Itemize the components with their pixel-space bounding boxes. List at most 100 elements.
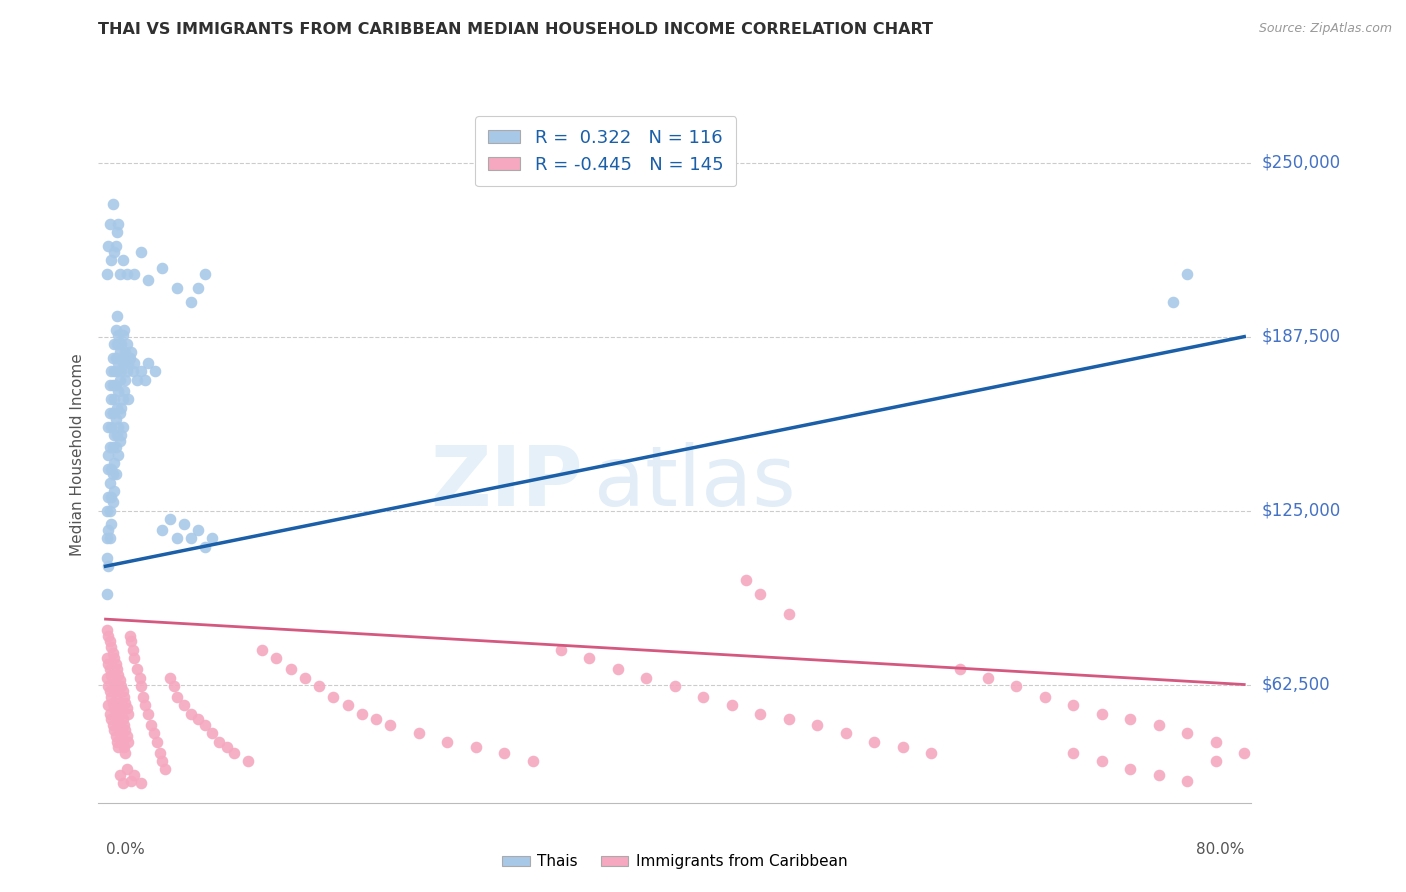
Point xyxy=(108,434,131,448)
Point xyxy=(1119,763,1142,777)
Point xyxy=(173,698,195,713)
Point xyxy=(96,503,118,517)
Point xyxy=(100,364,122,378)
Point xyxy=(115,364,138,378)
Point xyxy=(194,540,217,554)
Point xyxy=(122,768,145,782)
Point xyxy=(103,701,125,715)
Point xyxy=(280,662,302,676)
Point xyxy=(1175,773,1198,788)
Point xyxy=(129,679,152,693)
Point xyxy=(180,706,202,721)
Point xyxy=(101,495,124,509)
Point xyxy=(98,378,121,392)
Point xyxy=(103,484,125,499)
Point xyxy=(96,267,118,281)
Point xyxy=(1147,718,1170,732)
Point xyxy=(101,646,124,660)
Point xyxy=(187,523,209,537)
Point xyxy=(112,384,135,398)
Point xyxy=(194,718,217,732)
Point xyxy=(104,729,127,743)
Point xyxy=(115,336,138,351)
Point xyxy=(208,734,231,748)
Point xyxy=(98,406,121,420)
Point xyxy=(101,718,124,732)
Point xyxy=(97,420,120,434)
Legend: Thais, Immigrants from Caribbean: Thais, Immigrants from Caribbean xyxy=(496,848,853,875)
Point xyxy=(749,706,772,721)
Point xyxy=(107,718,129,732)
Point xyxy=(96,624,118,638)
Point xyxy=(105,690,128,704)
Point xyxy=(111,712,134,726)
Point xyxy=(136,272,159,286)
Point xyxy=(112,740,135,755)
Point xyxy=(104,467,127,482)
Point xyxy=(920,746,942,760)
Point xyxy=(120,345,142,359)
Point xyxy=(98,217,121,231)
Point xyxy=(120,634,142,648)
Point xyxy=(107,740,129,755)
Point xyxy=(104,440,127,454)
Point xyxy=(152,523,174,537)
Point xyxy=(104,684,127,698)
Point xyxy=(159,512,181,526)
Point xyxy=(187,281,209,295)
Point xyxy=(1119,712,1142,726)
Point xyxy=(118,629,141,643)
Point xyxy=(100,517,122,532)
Point xyxy=(128,671,150,685)
Point xyxy=(117,392,139,407)
Point xyxy=(100,420,122,434)
Point xyxy=(408,726,430,740)
Point xyxy=(110,336,132,351)
Point xyxy=(100,253,122,268)
Point xyxy=(103,428,125,442)
Point xyxy=(101,696,124,710)
Point xyxy=(117,356,139,370)
Point xyxy=(173,517,195,532)
Point xyxy=(194,267,217,281)
Point xyxy=(97,657,120,671)
Point xyxy=(117,706,139,721)
Point xyxy=(125,373,148,387)
Point xyxy=(115,729,138,743)
Point xyxy=(350,706,373,721)
Point xyxy=(115,701,138,715)
Point xyxy=(97,629,120,643)
Point xyxy=(108,267,131,281)
Point xyxy=(380,718,402,732)
Text: atlas: atlas xyxy=(595,442,796,524)
Point xyxy=(114,373,136,387)
Point xyxy=(1205,734,1227,748)
Point xyxy=(101,406,124,420)
Point xyxy=(104,351,127,365)
Point xyxy=(107,448,129,462)
Point xyxy=(166,532,188,546)
Point xyxy=(107,420,129,434)
Point xyxy=(107,384,129,398)
Point xyxy=(104,411,127,425)
Point xyxy=(107,356,129,370)
Point xyxy=(250,642,273,657)
Point xyxy=(155,763,177,777)
Point xyxy=(97,559,120,574)
Point xyxy=(1062,746,1084,760)
Point xyxy=(1161,294,1184,309)
Point xyxy=(110,364,132,378)
Point xyxy=(108,345,131,359)
Point xyxy=(105,225,128,239)
Text: THAI VS IMMIGRANTS FROM CARIBBEAN MEDIAN HOUSEHOLD INCOME CORRELATION CHART: THAI VS IMMIGRANTS FROM CARIBBEAN MEDIAN… xyxy=(98,22,934,37)
Point xyxy=(222,746,245,760)
Point xyxy=(107,696,129,710)
Point xyxy=(163,679,186,693)
Point xyxy=(98,532,121,546)
Point xyxy=(129,244,152,259)
Point xyxy=(108,406,131,420)
Point xyxy=(103,244,125,259)
Point xyxy=(96,651,118,665)
Point xyxy=(607,662,630,676)
Point xyxy=(159,671,181,685)
